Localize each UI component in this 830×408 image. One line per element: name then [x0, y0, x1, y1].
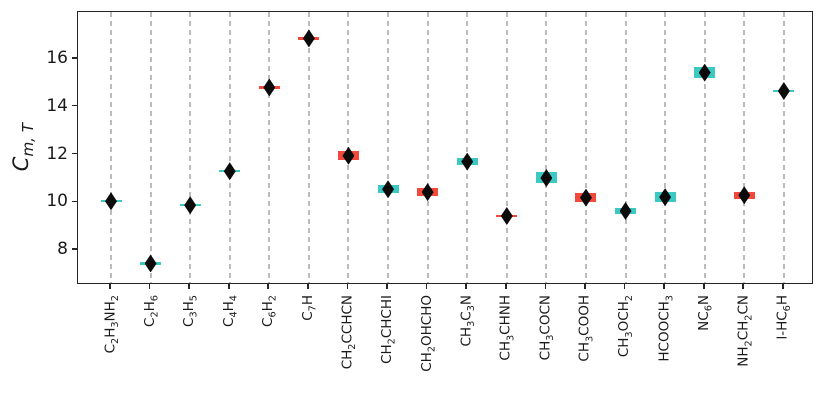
data-point-diamond — [382, 180, 395, 199]
gridline — [110, 12, 112, 283]
x-tick — [544, 284, 547, 289]
y-axis-label-subscript: m, T — [19, 123, 38, 157]
data-point-diamond — [302, 29, 315, 48]
y-tick — [72, 152, 77, 155]
x-tick — [346, 284, 349, 289]
y-tick — [72, 56, 77, 59]
data-point-diamond — [105, 192, 117, 211]
y-tick-label: 12 — [46, 143, 68, 164]
x-tick-label: C7H — [299, 295, 319, 321]
gridline — [664, 12, 667, 283]
data-point-diamond — [342, 146, 355, 165]
x-tick — [227, 284, 230, 289]
data-point-diamond — [738, 186, 751, 205]
y-tick-label: 16 — [46, 47, 68, 68]
data-point-diamond — [698, 63, 711, 82]
y-axis-label-area: Cm, T — [0, 11, 46, 284]
x-tick-label: CH2OHCHO — [418, 295, 438, 372]
data-point-diamond — [184, 196, 197, 215]
x-tick-label: HCOOCH3 — [656, 295, 675, 362]
x-tick-label: C3H5 — [181, 295, 200, 327]
gridline — [228, 12, 231, 283]
x-tick-label: NC6N — [695, 295, 715, 331]
x-tick — [188, 284, 190, 289]
gridline — [149, 12, 152, 283]
data-point-diamond — [461, 152, 474, 171]
data-point-diamond — [540, 168, 553, 187]
x-tick-label: CH3COCN — [537, 295, 557, 361]
data-point-diamond — [500, 207, 513, 226]
y-axis-label-base: C — [8, 156, 33, 172]
data-point-diamond — [659, 188, 672, 207]
x-tick-label: CH3COOH — [576, 295, 596, 362]
data-point-diamond — [144, 254, 157, 273]
gridline — [268, 12, 271, 283]
x-tick — [663, 284, 665, 289]
gridline — [545, 12, 548, 283]
x-tick-label: C2H6 — [141, 295, 161, 327]
x-tick-label: CH3OCH2 — [616, 295, 636, 358]
x-tick-label: CH3CHNH — [497, 295, 517, 361]
x-tick-label: l-HC6H — [774, 295, 794, 340]
x-tick — [109, 284, 111, 289]
x-tick — [623, 284, 626, 289]
x-tick-label: C4H4 — [220, 295, 240, 327]
y-tick — [72, 104, 77, 107]
x-tick — [465, 284, 468, 289]
gridline — [782, 12, 785, 283]
x-tick-label: CH3C3N — [458, 295, 477, 347]
y-tick — [72, 200, 77, 203]
x-tick — [504, 284, 507, 289]
x-tick — [307, 284, 309, 289]
x-tick — [425, 284, 428, 289]
data-point-diamond — [421, 183, 434, 202]
data-point-diamond — [777, 82, 790, 101]
gridline — [505, 12, 508, 283]
x-tick-label: CH2CCHCN — [339, 295, 359, 370]
gridline — [624, 12, 627, 283]
data-point-diamond — [223, 162, 236, 181]
data-point-diamond — [263, 78, 276, 97]
y-tick — [72, 248, 77, 251]
plot-area — [77, 11, 813, 284]
x-tick — [148, 284, 151, 289]
gridline — [466, 12, 469, 283]
x-tick — [584, 284, 586, 289]
x-tick-label: NH2CH2CN — [735, 295, 754, 367]
x-tick — [386, 284, 388, 289]
gridline — [584, 12, 587, 283]
y-tick-label: 10 — [46, 191, 68, 212]
data-point-diamond — [619, 202, 632, 221]
gridline — [307, 12, 310, 283]
x-tick — [782, 284, 784, 289]
x-tick-label: C2H3NH2 — [102, 295, 121, 354]
y-tick-label: 14 — [46, 95, 68, 116]
gridline — [426, 12, 429, 283]
y-axis-label: Cm, T — [9, 123, 37, 171]
x-tick-label: C6H2 — [260, 295, 280, 327]
x-tick — [267, 284, 270, 289]
gridline — [189, 12, 192, 283]
x-tick — [702, 284, 705, 289]
gridline — [703, 12, 706, 283]
data-point-diamond — [579, 188, 592, 207]
gridline — [387, 12, 390, 283]
x-tick-label: CH2CHCHI — [379, 295, 398, 364]
y-tick-label: 8 — [57, 239, 68, 260]
gridline — [743, 12, 746, 283]
x-tick — [742, 284, 745, 289]
